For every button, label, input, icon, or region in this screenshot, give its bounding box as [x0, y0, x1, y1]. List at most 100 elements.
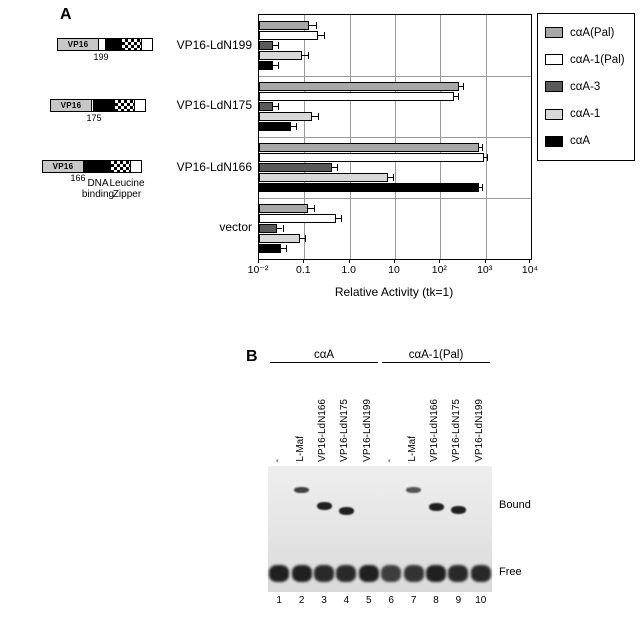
gel-bound-band: [294, 487, 310, 493]
x-tick-mark: [439, 259, 441, 263]
panel-b-label: B: [246, 348, 258, 365]
construct-vp16-ldn199: VP16 199: [57, 38, 153, 62]
bound-label: Bound: [499, 499, 531, 511]
category-label-vector: vector: [219, 220, 252, 234]
error-bar-line: [483, 157, 487, 158]
chart-bar: [259, 82, 460, 91]
gel-lane-label: VP16-LdN199: [473, 399, 485, 462]
legend-swatch: [545, 54, 563, 66]
gel-lane-number: 3: [321, 595, 327, 606]
error-bar-line: [478, 187, 482, 188]
dna-binding-label: DNA binding: [81, 178, 115, 200]
legend-label: cαA-1(Pal): [570, 53, 625, 66]
legend-swatch: [545, 135, 563, 147]
chart-group-separator: [259, 76, 531, 77]
error-bar-cap: [392, 174, 394, 181]
vp16-box-label: VP16: [60, 101, 82, 110]
legend-label: cαA-3: [570, 80, 601, 93]
gel-bound-band: [428, 503, 444, 511]
error-bar-line: [307, 208, 314, 209]
chart-bar: [259, 214, 337, 223]
legend-label: cαA: [570, 135, 591, 148]
gel-lane-label: VP16-LdN175: [339, 399, 351, 462]
error-bar-line: [453, 96, 459, 97]
error-bar-cap: [317, 113, 319, 120]
x-tick-mark: [348, 259, 350, 263]
chart-bar: [259, 153, 484, 162]
error-bar-cap: [307, 52, 309, 59]
vp16-box: VP16: [42, 160, 84, 173]
gel-bound-band: [338, 507, 354, 515]
gel-lane-number: 4: [343, 595, 350, 606]
start-residue-number: 175: [86, 113, 102, 123]
error-bar-cap: [341, 215, 343, 222]
gel-lane-label: VP16-LdN199: [361, 399, 373, 462]
category-label-ldn199: VP16-LdN199: [176, 38, 252, 52]
x-tick-mark: [394, 259, 395, 263]
gel-lane-label: -: [384, 458, 396, 462]
gel-lane-label: VP16-LdN175: [451, 399, 463, 462]
category-label-ldn166: VP16-LdN166: [176, 160, 252, 174]
gel-lane-numbers: 1 2 3 4 5 6 7 8 9 10: [268, 595, 492, 609]
gel-lane-number: 8: [433, 595, 439, 606]
chart-group-separator: [259, 137, 531, 138]
x-tick-mark: [484, 259, 486, 263]
category-label-ldn175: VP16-LdN175: [176, 98, 252, 112]
gel-lane-labels: - L-Maf VP16-LdN166 VP16-LdN175 VP16-LdN199 -…: [268, 368, 492, 462]
gel-lane-number: 9: [455, 595, 462, 606]
error-bar-cap: [463, 83, 465, 90]
x-tick-mark: [258, 259, 259, 263]
leucine-zipper-box: [110, 160, 131, 173]
gel-bound-band: [316, 502, 332, 510]
legend-entry: cαA(Pal): [545, 27, 627, 39]
gel: [268, 466, 492, 592]
legend-swatch: [545, 27, 563, 39]
vp16-box-label: VP16: [67, 40, 89, 49]
error-bar-cap: [277, 42, 279, 49]
chart-bar: [259, 51, 303, 60]
error-bar-cap: [323, 32, 325, 39]
gel-free-band: [470, 565, 491, 582]
error-bar-cap: [277, 103, 279, 110]
gel-lane-number: 5: [366, 595, 372, 606]
gel-free-band: [403, 565, 424, 582]
gel-lane-label: L-Maf: [406, 436, 418, 462]
chart-bar: [259, 183, 479, 192]
tail-box: [130, 160, 142, 173]
tail-box: [141, 38, 153, 51]
x-tick-mark: [303, 259, 305, 263]
gel-lane-number: 1: [276, 595, 282, 606]
error-bar-cap: [295, 123, 297, 130]
chart-legend: cαA(Pal) cαA-1(Pal) cαA-3 cαA-1 cαA: [537, 13, 635, 161]
gel-free-band: [381, 565, 402, 582]
gel-free-band: [358, 565, 379, 582]
chart-bar: [259, 204, 308, 213]
gel-group-label: cαA: [313, 349, 335, 361]
x-tick-label: 10³: [477, 264, 493, 276]
chart-xlabel: Relative Activity (tk=1): [334, 285, 454, 299]
legend-entry: cαA-1(Pal): [545, 54, 627, 66]
leucine-zipper-box: [114, 99, 135, 112]
error-bar-cap: [481, 184, 483, 191]
error-bar-line: [272, 45, 278, 46]
chart-bar: [259, 21, 310, 30]
gel-group-underline: [382, 362, 490, 363]
error-bar-line: [387, 177, 393, 178]
gel-lane-label: VP16-LdN166: [429, 399, 440, 462]
chart-bar: [259, 61, 273, 70]
chart-bar: [259, 143, 479, 152]
free-label: Free: [499, 566, 522, 578]
chart-bar: [259, 102, 273, 111]
chart-bar: [259, 31, 318, 40]
chart-bar: [259, 92, 454, 101]
gel-lane-label: -: [272, 458, 284, 462]
chart-group-separator: [259, 198, 531, 199]
leucine-zipper-label: Leucine Zipper: [109, 178, 145, 200]
tail-box: [134, 99, 146, 112]
chart-xaxis: 10⁻² 0.1 1.0 10 10² 10³ 10⁴: [248, 259, 538, 281]
gel-free-band: [314, 565, 334, 582]
construct-vp16-ldn175: VP16 175: [50, 99, 146, 123]
error-bar-line: [312, 116, 318, 117]
dna-binding-box: [105, 38, 122, 51]
gel-group-underline: [270, 362, 378, 363]
